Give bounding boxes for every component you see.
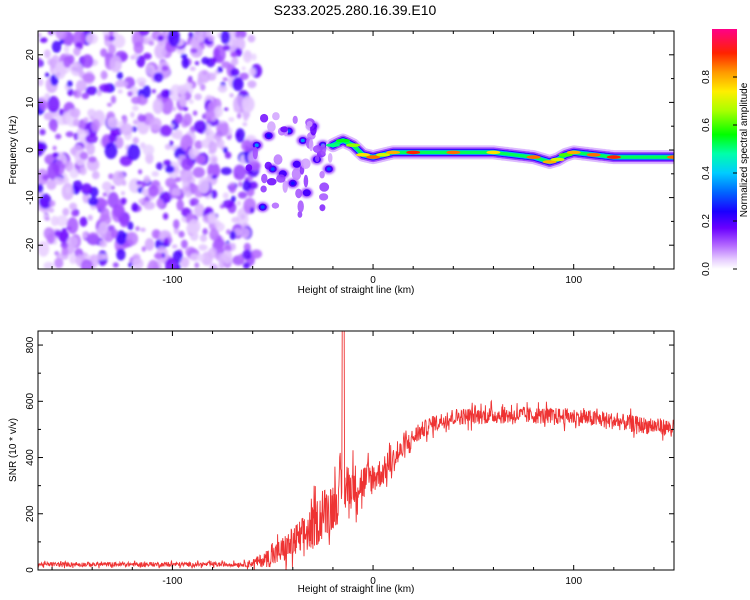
snr-series-line [38, 331, 674, 570]
y-tick-label: 0 [25, 147, 36, 153]
y-tick-label: 800 [25, 336, 36, 353]
spectrogram-xlabel: Height of straight line (km) [298, 285, 415, 296]
y-tick-label: -20 [25, 238, 36, 253]
colorbar-gradient [712, 29, 737, 269]
ridge-point [325, 143, 340, 147]
transition-blobs [245, 112, 335, 218]
ridge-point [406, 150, 421, 155]
ridge-point [366, 155, 381, 159]
x-tick-label: 0 [370, 275, 376, 286]
ridge-point [542, 160, 557, 164]
ridge-point [446, 150, 461, 155]
colorbar: 0.0 0.2 0.4 0.6 0.8 Normalized spectral ampl… [701, 29, 750, 276]
x-tick-label: -100 [162, 275, 182, 286]
y-tick-label: 600 [25, 393, 36, 410]
colorbar-label: Normalized spectral amplitude [739, 82, 750, 217]
y-tick-label: -10 [25, 190, 36, 205]
y-tick-label: 200 [25, 505, 36, 522]
snr-ylabel: SNR (10 * v/v) [8, 418, 19, 482]
ridge-point [386, 150, 401, 155]
ridge-point [606, 155, 621, 159]
snr-ticks: -100 0 100 0 200 400 600 800 [25, 331, 674, 587]
ridge-point [336, 138, 350, 143]
figure-title: S233.2025.280.16.39.E10 [274, 2, 437, 18]
spectrogram-ylabel: Frequency (Hz) [8, 116, 19, 185]
colorbar-ticks: 0.0 0.2 0.4 0.6 0.8 [701, 70, 737, 276]
colorbar-tick-label: 0.2 [701, 214, 712, 228]
ridge-point [550, 157, 565, 162]
ridge-point [376, 153, 391, 157]
x-tick-label: 0 [370, 576, 376, 587]
y-tick-label: 0 [25, 567, 36, 573]
snr-frame [37, 330, 675, 571]
ridge-point [558, 153, 573, 157]
frequency-ridge [325, 133, 674, 169]
ridge-point [486, 150, 501, 155]
ridge-point [346, 143, 360, 147]
ridge-point [526, 155, 541, 159]
snr-xlabel: Height of straight line (km) [298, 584, 415, 595]
x-tick-label: 100 [565, 275, 582, 286]
x-tick-label: -100 [162, 576, 182, 587]
ridge-point [586, 153, 601, 157]
x-tick-label: 100 [565, 576, 582, 587]
colorbar-tick-label: 0.8 [701, 70, 712, 84]
ridge-point [667, 155, 674, 159]
colorbar-tick-label: 0.6 [701, 118, 712, 132]
snr-panel: -100 0 100 0 200 400 600 800 Height of straight… [8, 330, 675, 595]
ridge-point [356, 153, 370, 157]
y-tick-label: 10 [25, 96, 36, 108]
ridge-point [566, 150, 581, 155]
heatmap-content [38, 31, 674, 269]
y-tick-label: 400 [25, 449, 36, 466]
noise-speckle [38, 31, 263, 269]
y-tick-label: 20 [25, 49, 36, 61]
colorbar-tick-label: 0.4 [701, 166, 712, 180]
colorbar-tick-label: 0.0 [701, 262, 712, 276]
